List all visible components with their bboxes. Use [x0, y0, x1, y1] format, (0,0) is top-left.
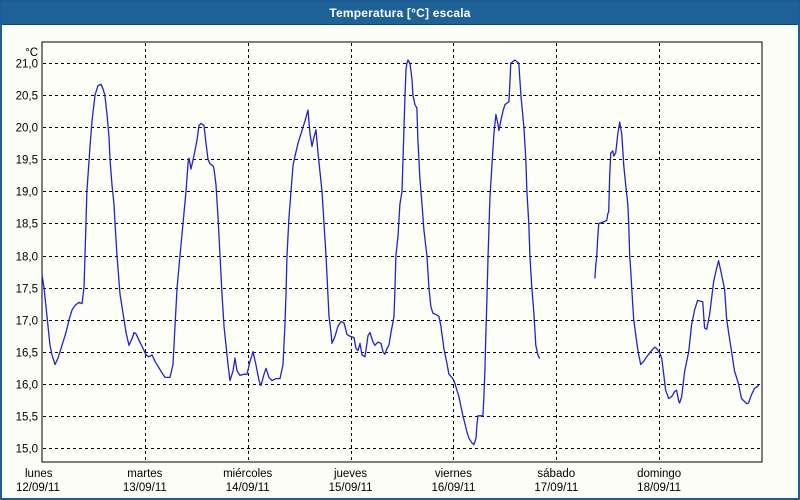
y-tick-label: 15,5 — [16, 412, 38, 424]
x-weekday-label: martes — [127, 468, 162, 480]
y-tick-label: 20,5 — [16, 91, 38, 103]
y-tick-label: 20,0 — [16, 123, 38, 135]
x-weekday-label: miércoles — [223, 468, 272, 480]
y-tick-label: 19,5 — [16, 155, 38, 167]
x-date-label: 18/09/11 — [637, 482, 681, 494]
y-tick-label: 21,0 — [16, 59, 38, 71]
x-weekday-label: viernes — [435, 468, 472, 480]
x-weekday-label: domingo — [637, 468, 681, 480]
y-tick-label: 18,5 — [16, 219, 38, 231]
window-titlebar[interactable]: Temperatura [°C] escala — [2, 2, 798, 25]
plot-frame — [41, 41, 763, 463]
x-weekday-label: jueves — [333, 468, 367, 480]
y-tick-label: 19,0 — [16, 187, 38, 199]
x-weekday-label: sábado — [537, 468, 575, 480]
x-date-label: 15/09/11 — [329, 482, 373, 494]
y-tick-label: 16,0 — [16, 380, 38, 392]
temperature-series-segment — [41, 59, 541, 446]
x-date-label: 17/09/11 — [534, 482, 578, 494]
x-weekday-label: lunes — [25, 468, 53, 480]
y-tick-label: 16,5 — [16, 348, 38, 360]
window-title: Temperatura [°C] escala — [329, 6, 471, 20]
temperature-series-segment — [594, 121, 760, 405]
y-tick-label: 15,0 — [16, 444, 38, 456]
y-tick-label: 17,0 — [16, 316, 38, 328]
y-tick-label: 17,5 — [16, 284, 38, 296]
x-date-label: 12/09/11 — [16, 482, 60, 494]
x-date-label: 16/09/11 — [431, 482, 475, 494]
x-date-label: 14/09/11 — [226, 482, 270, 494]
y-tick-label: 18,0 — [16, 252, 38, 264]
x-date-label: 13/09/11 — [123, 482, 167, 494]
y-axis-unit-label: °C — [25, 47, 38, 59]
